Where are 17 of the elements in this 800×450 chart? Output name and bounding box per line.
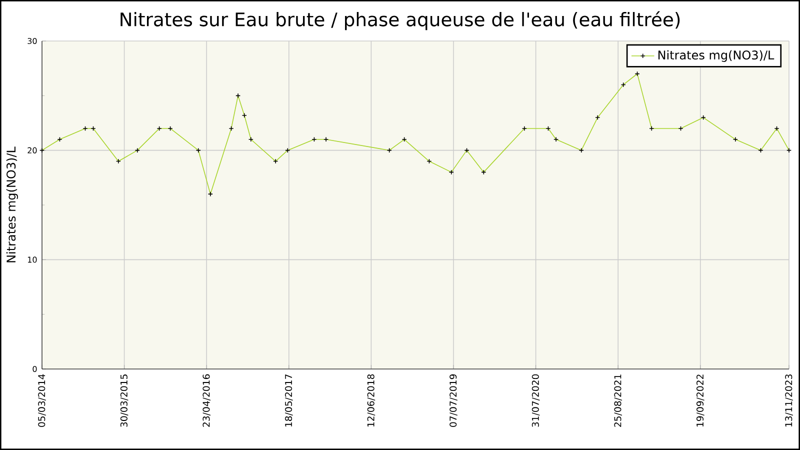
x-tick-label: 12/06/2018 — [367, 374, 376, 426]
x-tick-label: 05/03/2014 — [38, 374, 46, 427]
x-tick-label: 25/08/2021 — [614, 374, 622, 427]
x-tick-label: 18/05/2017 — [285, 374, 293, 426]
y-axis-title: Nitrates mg(NO3)/L — [6, 146, 18, 262]
chart-title: Nitrates sur Eau brute / phase aqueuse de l'eau (eau filtrée) — [120, 11, 680, 30]
x-tick-label: 23/04/2016 — [202, 374, 210, 427]
y-tick-label: 10 — [28, 256, 37, 263]
x-tick-label: 07/07/2019 — [450, 374, 458, 427]
y-tick-label: 30 — [28, 38, 37, 44]
legend-label: Nitrates mg(NO3)/L — [658, 50, 774, 62]
x-tick-label: 13/11/2023 — [785, 374, 793, 426]
y-tick-label: 20 — [28, 147, 37, 154]
y-tick-label: 0 — [32, 366, 37, 372]
x-tick-label: 19/09/2022 — [696, 374, 704, 426]
x-tick-label: 31/07/2020 — [532, 374, 540, 427]
x-tick-label: 30/03/2015 — [120, 374, 128, 427]
